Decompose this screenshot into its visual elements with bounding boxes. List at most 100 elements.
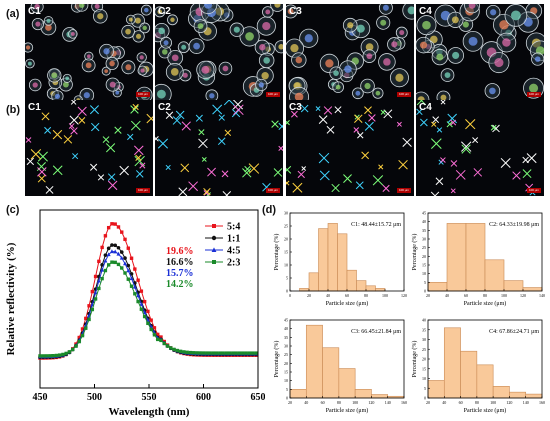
x-tick-label: 160 [401,400,407,405]
peak-label: 19.6% [166,246,194,257]
legend-entry: 4:5 [205,246,240,257]
droplet [339,60,357,78]
series-2-3 [38,260,258,358]
x-tick-label: 40 [304,400,308,405]
droplet [488,52,510,74]
y-tick-label: 20 [284,361,288,366]
maltese-cross [526,153,537,164]
y-tick-label: 0 [424,396,426,401]
maltese-cross [292,182,303,193]
x-tick-label: 140 [539,293,545,298]
micrograph-label: C3 [289,6,302,17]
y-tick-label: 10 [284,263,288,268]
y-tick-label: 40 [284,326,288,331]
maltese-cross [271,120,279,128]
droplet [256,16,276,36]
bubble-field [155,4,283,100]
droplet [258,52,275,69]
histogram-bar [318,228,329,292]
droplet [395,26,408,39]
maltese-cross [490,124,497,131]
droplet [31,17,44,31]
y-tick-label: 45 [422,211,426,216]
maltese-cross [63,135,73,144]
droplet [25,58,35,69]
cross-field [25,100,153,194]
legend-label: 4:5 [227,246,240,257]
series-1-1 [38,243,258,360]
maltese-cross [522,156,529,164]
maltese-cross [364,121,374,131]
cross-field [416,100,537,196]
droplet [75,4,89,12]
droplet [286,4,298,19]
plot-frame [39,209,259,389]
y-tick-label: 0 [286,396,288,401]
maltese-cross [155,136,159,142]
histogram-bar [509,391,527,399]
maltese-cross [114,126,122,134]
micrograph-b-c4: C4 100 μm [416,100,544,196]
x-tick-label: 60 [321,400,325,405]
y-tick-label: 0 [424,289,426,294]
maltese-cross [70,100,77,105]
x-axis-label: Particle size (μm) [464,300,507,307]
droplet [30,4,44,14]
y-tick-label: 30 [284,344,288,349]
bubble-field [416,4,544,100]
droplet [193,19,208,33]
maltese-cross [435,177,444,186]
maltese-cross [318,152,330,164]
maltese-cross [207,167,216,177]
legend-label: 2:3 [227,258,240,269]
y-tick-label: 25 [422,245,426,250]
maltese-cross [318,115,328,125]
x-tick-label: 100 [501,293,507,298]
droplet [352,87,364,100]
maltese-cross [334,106,342,114]
droplet [416,91,430,100]
peak-label: 14.2% [166,279,194,290]
maltese-cross [492,124,500,133]
y-tick-label: 40 [422,219,426,224]
x-tick-label: 40 [442,400,446,405]
maltese-cross [37,151,48,162]
droplet [188,38,205,54]
series-5-4 [38,222,258,360]
droplet [229,22,245,37]
y-tick-label: 5 [286,276,288,281]
x-tick-label: 80 [337,400,341,405]
maltese-cross [461,141,472,152]
maltese-cross [378,164,384,170]
droplet [504,4,528,27]
maltese-cross [286,180,290,186]
peak-label: 15.7% [166,268,194,279]
histogram-bar [446,223,467,292]
maltese-cross [244,165,251,173]
micrograph-label: C3 [289,102,302,113]
x-tick-label: 140 [523,400,529,405]
droplet [262,6,274,18]
maltese-cross [357,132,364,139]
panel-label-b: (b) [6,104,21,116]
legend-entry: 5:4 [205,222,240,233]
maltese-cross [455,169,466,180]
maltese-cross [500,157,511,168]
maltese-cross [436,127,443,133]
x-tick-label: 100 [490,400,496,405]
scale-bar: 100 μm [397,92,411,97]
micrograph-a-c1: C1 100 μm [25,4,153,100]
y-tick-label: 35 [422,228,426,233]
y-tick-label: 30 [422,337,426,342]
maltese-cross [90,163,98,171]
x-tick-label: 600 [196,392,211,403]
droplet [43,16,54,26]
maltese-cross [89,105,99,115]
micrograph-b-c3: C3 100 μm [286,100,414,196]
maltese-cross [132,103,139,111]
droplet [196,60,215,79]
histogram-bar [354,389,372,399]
droplet [205,89,219,100]
maltese-cross [286,165,292,174]
histogram-bar [322,347,340,399]
